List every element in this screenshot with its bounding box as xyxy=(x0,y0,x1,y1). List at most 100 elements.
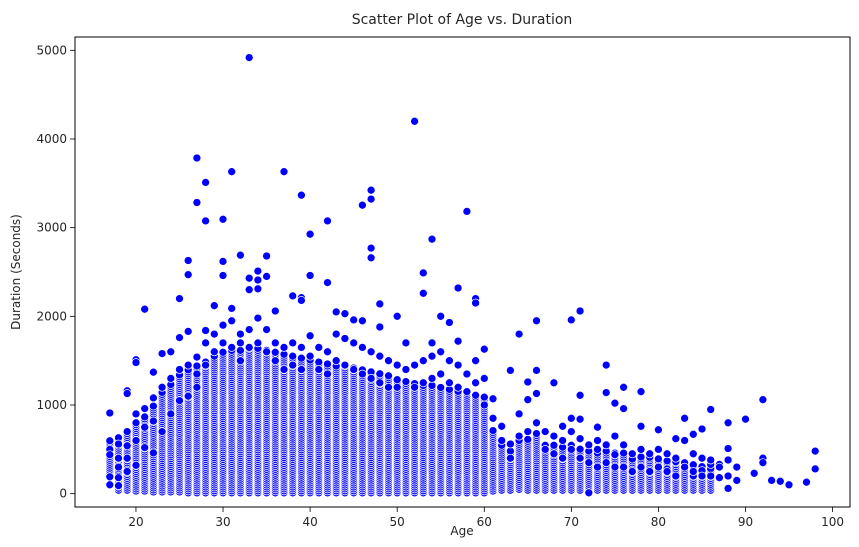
data-point xyxy=(297,365,306,374)
data-point xyxy=(227,304,237,313)
data-point xyxy=(401,338,411,348)
x-axis-ticks: 20 30 40 50 60 70 80 90 100 xyxy=(128,507,844,529)
data-point xyxy=(488,394,498,404)
data-point xyxy=(514,329,524,339)
data-point xyxy=(566,445,576,454)
data-point xyxy=(218,214,228,224)
data-point xyxy=(236,356,245,366)
data-point xyxy=(105,472,115,482)
data-point xyxy=(366,253,376,263)
data-point xyxy=(558,453,567,463)
data-point xyxy=(636,445,646,454)
data-point xyxy=(218,271,228,280)
data-point xyxy=(227,167,237,177)
data-point xyxy=(506,453,515,463)
data-point xyxy=(175,333,184,342)
data-point xyxy=(279,365,289,374)
data-point xyxy=(462,207,472,216)
data-point xyxy=(392,311,402,321)
data-point xyxy=(532,418,541,428)
data-point xyxy=(410,116,419,126)
data-point xyxy=(540,427,550,436)
data-point xyxy=(218,347,228,357)
points-layer xyxy=(105,53,820,498)
data-point xyxy=(175,294,184,303)
data-point xyxy=(418,288,428,298)
data-point xyxy=(253,338,263,348)
data-point xyxy=(471,378,480,388)
data-point xyxy=(349,338,359,348)
data-point xyxy=(453,336,463,346)
data-point xyxy=(227,343,237,352)
data-point xyxy=(723,444,733,453)
data-point xyxy=(549,449,559,459)
data-point xyxy=(105,436,115,446)
data-point xyxy=(305,331,315,341)
data-point xyxy=(619,440,628,450)
x-tick-label: 100 xyxy=(821,515,844,529)
data-point xyxy=(436,383,446,392)
data-point xyxy=(680,462,689,472)
data-point xyxy=(201,360,210,370)
data-point xyxy=(593,422,602,432)
data-point xyxy=(149,393,158,403)
data-point xyxy=(288,291,298,301)
data-point xyxy=(758,395,768,405)
data-point xyxy=(114,481,123,491)
data-point xyxy=(270,347,280,357)
data-point xyxy=(514,431,524,441)
data-point xyxy=(149,416,158,426)
data-point xyxy=(305,351,315,361)
data-point xyxy=(262,347,271,357)
data-point xyxy=(114,473,123,483)
data-point xyxy=(645,449,655,459)
data-point xyxy=(236,338,245,348)
data-point xyxy=(566,413,576,423)
data-point xyxy=(584,440,594,450)
data-point xyxy=(262,325,271,334)
data-point xyxy=(236,250,245,260)
data-point xyxy=(331,307,341,317)
x-axis-label: Age xyxy=(450,524,473,538)
data-point xyxy=(593,462,602,472)
data-point xyxy=(671,453,681,463)
data-point xyxy=(636,387,646,397)
data-point xyxy=(323,359,332,369)
data-point xyxy=(366,243,376,253)
data-point xyxy=(349,315,359,325)
data-point xyxy=(514,409,524,419)
data-point xyxy=(140,304,150,314)
data-point xyxy=(183,360,193,370)
data-point xyxy=(706,455,716,465)
data-point xyxy=(192,153,202,163)
data-point xyxy=(619,404,628,413)
data-point xyxy=(697,453,707,463)
x-tick-label: 60 xyxy=(477,515,492,529)
data-point xyxy=(610,462,620,472)
x-tick-label: 30 xyxy=(215,515,230,529)
data-point xyxy=(688,429,698,439)
x-tick-label: 70 xyxy=(564,515,579,529)
data-point xyxy=(279,167,289,177)
data-point xyxy=(262,251,271,261)
data-point xyxy=(532,366,541,375)
data-point xyxy=(575,434,585,444)
data-point xyxy=(288,351,298,361)
data-point xyxy=(601,440,611,450)
data-point xyxy=(270,338,280,348)
data-point xyxy=(201,178,210,187)
data-point xyxy=(253,313,263,323)
data-point xyxy=(427,234,437,244)
data-point xyxy=(192,369,202,379)
data-point xyxy=(697,424,707,434)
data-point xyxy=(323,347,332,357)
data-point xyxy=(418,268,428,278)
data-point xyxy=(114,453,123,463)
data-point xyxy=(671,471,681,481)
data-point xyxy=(723,418,733,428)
data-point xyxy=(732,476,742,485)
data-point xyxy=(575,444,585,454)
data-point xyxy=(654,462,663,472)
data-point xyxy=(479,374,489,383)
